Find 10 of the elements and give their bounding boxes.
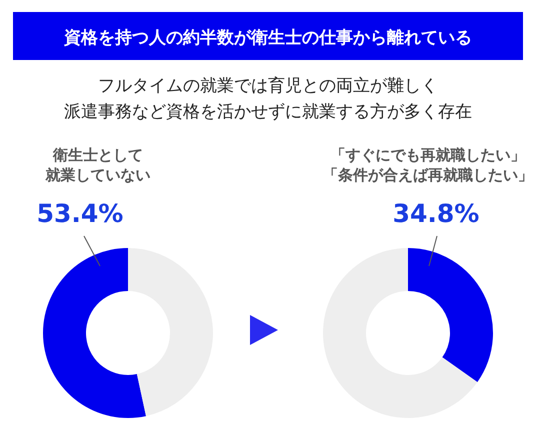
donut-slice (128, 248, 213, 416)
data-label: 34.8% (392, 199, 480, 228)
donut-slice (408, 248, 493, 382)
donut-slice (43, 248, 146, 418)
data-label: 53.4% (36, 199, 124, 228)
text: 資格を持つ人の約半数が衛生士の仕事から離れている (63, 28, 472, 48)
slice-label: 衛生士として就業していない (44, 146, 150, 184)
slice-label: 「すぐにでも再就職したい」「条件が合えば再就職したい」 (323, 146, 533, 184)
text: フルタイムの就業では育児との両立が難しく派遣事務など資格を活かせずに就業する方が多く存在 (64, 76, 472, 122)
donut-slice (323, 248, 478, 418)
